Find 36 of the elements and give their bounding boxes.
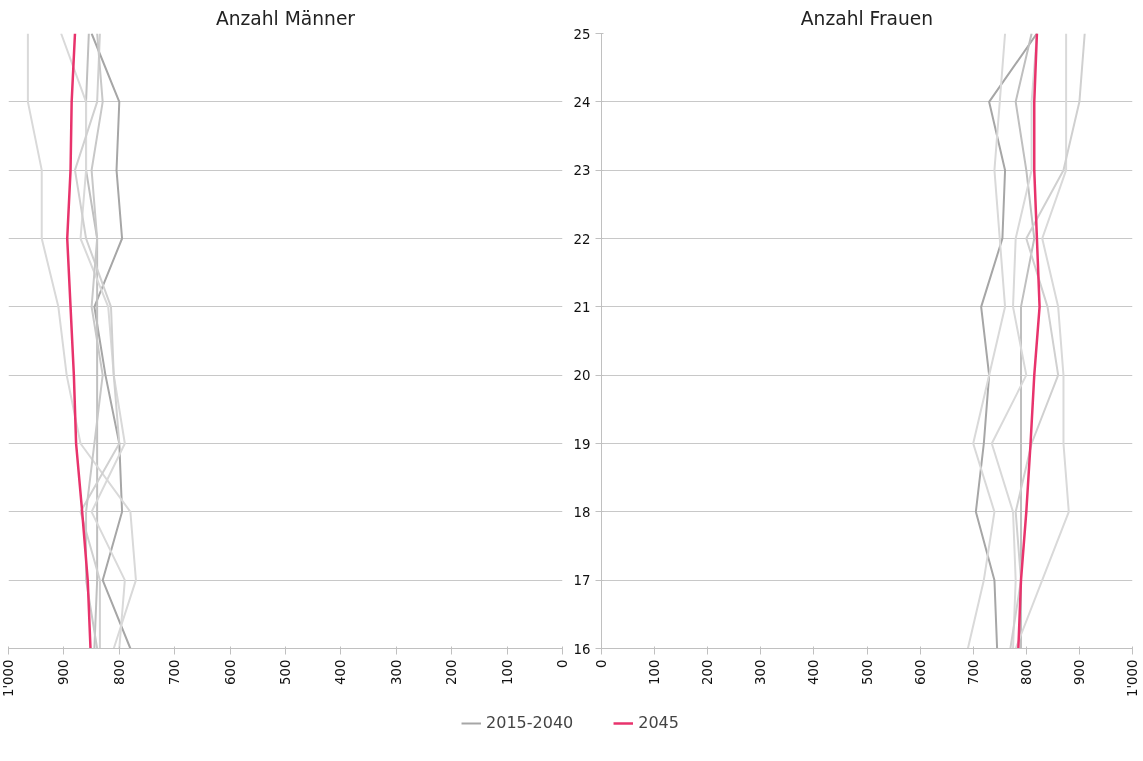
x-tick-label: 200 [444, 659, 460, 685]
x-tick-label: 500 [859, 659, 875, 685]
x-tick-label: 300 [388, 659, 404, 685]
x-tick-label: 400 [333, 659, 349, 685]
x-tick-label: 700 [167, 659, 183, 685]
x-tick-label: 600 [222, 659, 238, 685]
y-tick-label: 17 [573, 573, 591, 589]
x-tick-label: 600 [912, 659, 928, 685]
y-tick-label: 22 [573, 231, 591, 247]
y-tick-label: 19 [573, 436, 591, 452]
y-tick-label: 24 [573, 94, 591, 110]
x-tick-label: 800 [1018, 659, 1034, 685]
x-tick-label: 100 [647, 659, 663, 685]
y-tick-label: 18 [573, 504, 591, 520]
x-tick-label: 0 [555, 659, 570, 668]
chart-title: Anzahl Frauen [800, 7, 934, 29]
x-tick-label: 1'000 [1125, 659, 1140, 698]
x-tick-label: 300 [753, 659, 769, 685]
y-tick-label: 21 [573, 299, 591, 315]
y-tick-label: 23 [573, 163, 591, 179]
legend-label: 2015-2040 [486, 713, 574, 732]
x-tick-label: 400 [806, 659, 822, 685]
x-tick-label: 900 [1071, 659, 1087, 685]
x-tick-label: 900 [56, 659, 72, 685]
x-tick-label: 700 [965, 659, 981, 685]
x-tick-label: 500 [278, 659, 293, 685]
x-tick-label: 0 [594, 659, 609, 668]
x-tick-label: 200 [700, 659, 716, 685]
text: Anzahl Männer [215, 7, 356, 29]
x-tick-label: 100 [499, 659, 515, 685]
x-tick-label: 1'000 [1, 659, 16, 698]
y-tick-label: 16 [573, 641, 591, 657]
y-tick-label: 25 [573, 26, 591, 42]
x-tick-label: 800 [111, 659, 127, 685]
legend-label: 2045 [638, 713, 679, 732]
y-tick-label: 20 [573, 368, 591, 384]
